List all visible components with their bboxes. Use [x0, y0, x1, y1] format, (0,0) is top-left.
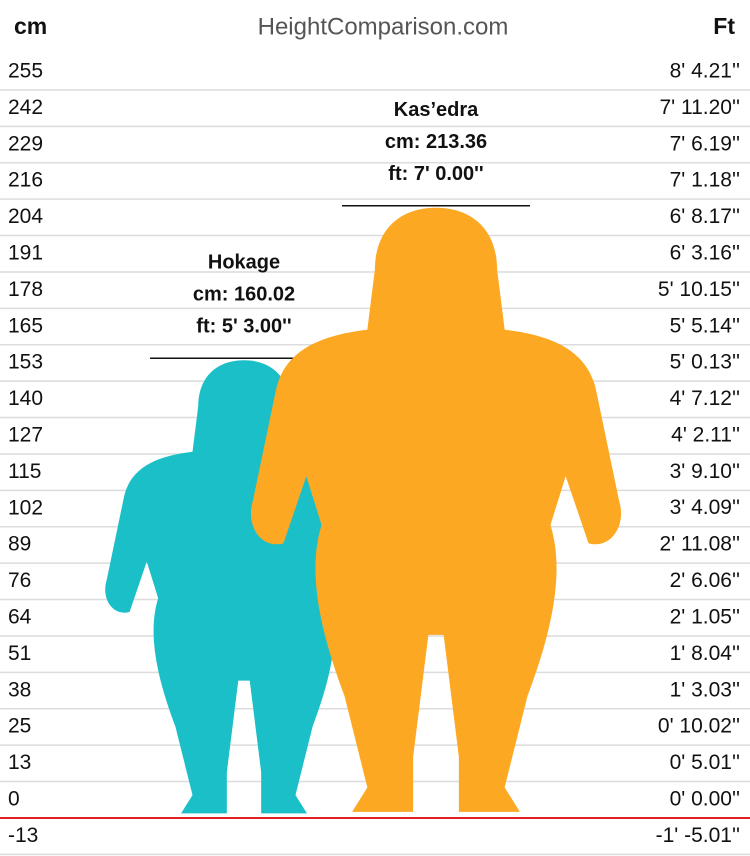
y2-tick-label: -1' -5.01'': [656, 824, 740, 847]
y-tick-label: 242: [8, 96, 43, 119]
figure: [250, 207, 622, 812]
y2-tick-label: 6' 3.16'': [670, 241, 740, 264]
figure-name: Kas’edra: [394, 99, 479, 121]
y2-tick-label: 7' 6.19'': [670, 132, 740, 155]
y2-tick-label: 0' 10.02'': [658, 715, 740, 738]
y-tick-label: 64: [8, 606, 32, 629]
y2-tick-label: 5' 0.13'': [670, 351, 740, 374]
figure-name: Hokage: [208, 252, 280, 274]
y2-tick-label: 1' 8.04'': [670, 642, 740, 665]
ft-label: ft: 7' 0.00'': [388, 163, 483, 185]
y-tick-label: 13: [8, 751, 31, 774]
y-tick-label: 115: [8, 460, 41, 483]
y2-tick-label: 0' 5.01'': [670, 751, 740, 774]
y-tick-label: 102: [8, 496, 43, 519]
y-tick-label: 89: [8, 533, 31, 556]
y-tick-label: 191: [8, 241, 43, 264]
y2-tick-label: 5' 10.15'': [658, 278, 740, 301]
cm-label: cm: 160.02: [193, 284, 295, 306]
y-tick-label: 165: [8, 314, 43, 337]
y-tick-label: 216: [8, 169, 43, 192]
y-tick-label: 25: [8, 715, 31, 738]
y2-tick-label: 6' 8.17'': [670, 205, 740, 228]
y2-tick-label: 3' 4.09'': [670, 496, 740, 519]
cm-label: cm: 213.36: [385, 131, 487, 153]
y-tick-label: 204: [8, 205, 43, 228]
y-tick-label: 153: [8, 351, 43, 374]
y-tick-label: 0: [8, 788, 20, 811]
y2-tick-label: 1' 3.03'': [670, 678, 740, 701]
y2-tick-label: 3' 9.10'': [670, 460, 740, 483]
y2-tick-label: 4' 7.12'': [670, 387, 740, 410]
y-tick-label: 38: [8, 678, 31, 701]
y2-tick-label: 2' 6.06'': [670, 569, 740, 592]
y2-tick-label: 8' 4.21'': [670, 60, 740, 83]
y-tick-label: 76: [8, 569, 31, 592]
ft-label: ft: 5' 3.00'': [196, 316, 291, 338]
chart-title: HeightComparison.com: [258, 13, 509, 40]
y2-axis-label: Ft: [713, 13, 735, 39]
y2-tick-label: 2' 1.05'': [670, 606, 740, 629]
y2-tick-label: 2' 11.08'': [659, 533, 740, 556]
y-tick-label: 255: [8, 59, 43, 82]
y2-tick-label: 4' 2.11'': [671, 423, 740, 446]
y2-tick-label: 7' 11.20'': [659, 96, 740, 119]
y-tick-label: 229: [8, 132, 43, 155]
y-axis-label: cm: [14, 13, 47, 39]
y-tick-label: 127: [8, 423, 43, 446]
y-tick-label: 178: [8, 278, 43, 301]
y-tick-label: 140: [8, 387, 43, 410]
y2-tick-label: 7' 1.18'': [670, 169, 740, 192]
y2-tick-label: 5' 5.14'': [670, 314, 740, 337]
y-tick-label: 51: [8, 642, 31, 665]
y2-tick-label: 0' 0.00'': [670, 787, 740, 810]
y-tick-label: -13: [8, 824, 38, 847]
